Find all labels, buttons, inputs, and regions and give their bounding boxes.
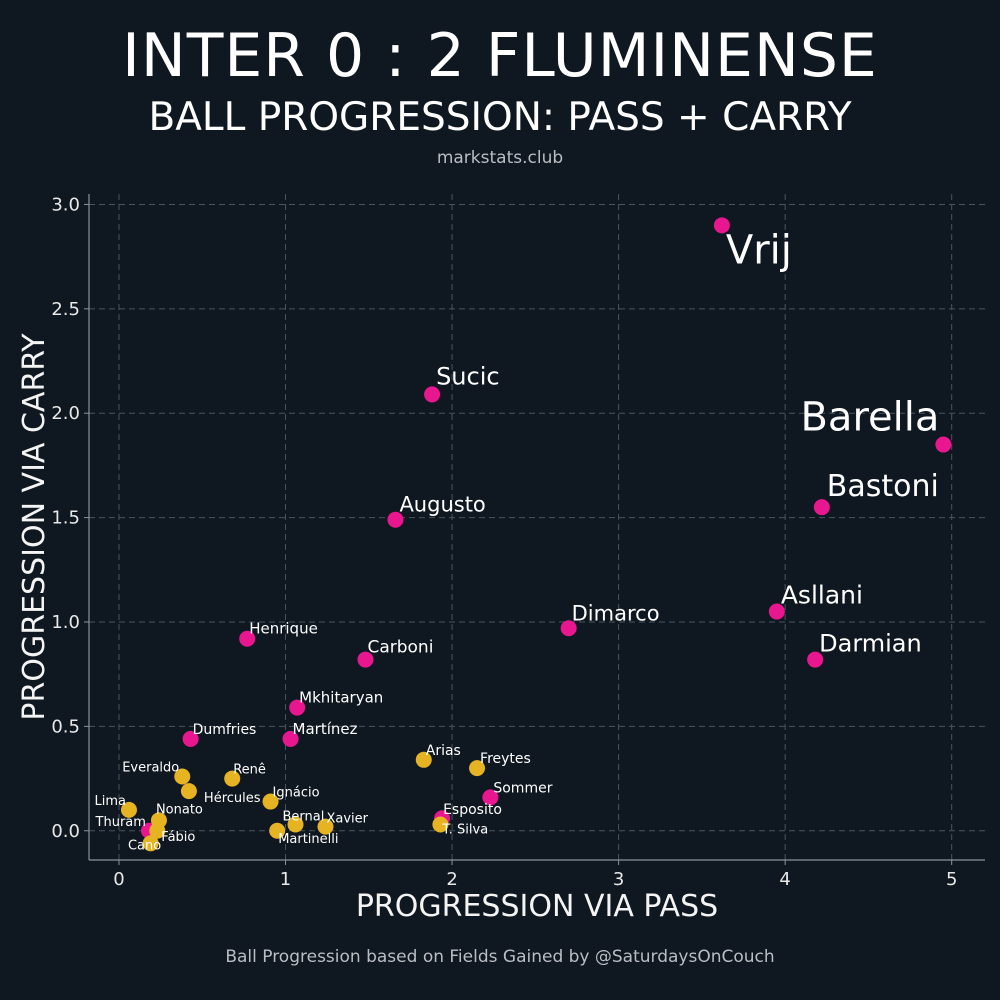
point-label-t-silva: T. Silva <box>441 823 488 838</box>
y-tick-label: 1.0 <box>51 612 80 633</box>
grid-lines <box>89 194 985 860</box>
tick-labels: 0 1 2 3 4 5 0.0 0.5 1.0 1.5 2.0 2.5 3.0 <box>51 194 957 890</box>
x-tick-label: 5 <box>946 869 957 890</box>
point-label-fabio: Fábio <box>161 830 195 845</box>
x-tick-label: 1 <box>280 869 291 890</box>
x-tick-label: 3 <box>613 869 624 890</box>
point-inter-sucic <box>424 386 441 403</box>
footer-caption: Ball Progression based on Fields Gained … <box>225 947 775 967</box>
point-label-bastoni: Bastoni <box>827 469 939 504</box>
point-fluminense-t-silva <box>432 816 449 833</box>
x-axis-title: PROGRESSION VIA PASS <box>356 889 718 924</box>
point-label-augusto: Augusto <box>399 493 485 517</box>
axes <box>84 194 985 865</box>
point-label-barella: Barella <box>800 395 939 441</box>
point-fluminense-ignacio <box>262 793 279 810</box>
point-label-arias: Arias <box>426 743 461 759</box>
point-label-henrique: Henrique <box>249 620 318 638</box>
point-inter-augusto <box>387 511 404 528</box>
point-fluminense-rene <box>224 770 241 787</box>
point-inter-henrique <box>239 630 256 647</box>
point-label-xavier: Xavier <box>326 812 368 827</box>
point-label-carboni: Carboni <box>367 638 433 658</box>
point-fluminense-freytes <box>469 760 486 777</box>
point-label-everaldo: Everaldo <box>122 760 179 775</box>
point-label-hercules: Hércules <box>204 791 261 806</box>
y-tick-label: 2.0 <box>51 403 80 424</box>
point-inter-martinez <box>282 730 299 747</box>
point-label-thuram: Thuram <box>95 815 146 830</box>
y-tick-label: 1.5 <box>51 508 80 529</box>
point-label-sommer: Sommer <box>493 780 552 796</box>
point-inter-dumfries <box>182 730 199 747</box>
point-label-ignacio: Ignácio <box>273 786 320 801</box>
y-tick-label: 0.5 <box>51 716 80 737</box>
point-inter-dimarco <box>560 620 577 637</box>
point-fluminense-lima <box>120 801 137 818</box>
y-tick-label: 3.0 <box>51 194 80 215</box>
site-credit: markstats.club <box>436 148 564 168</box>
point-inter-carboni <box>357 651 374 668</box>
point-fluminense-arias <box>415 751 432 768</box>
y-axis-title: PROGRESSION VIA CARRY <box>17 333 52 721</box>
point-label-esposito: Esposito <box>443 802 502 818</box>
point-fluminense-cano <box>142 835 159 852</box>
x-tick-label: 0 <box>113 869 124 890</box>
y-tick-label: 2.5 <box>51 299 80 320</box>
y-tick-label: 0.0 <box>51 821 80 842</box>
point-inter-bastoni <box>813 499 830 516</box>
chart-title: INTER 0 : 2 FLUMINENSE <box>122 21 878 91</box>
chart-subtitle: BALL PROGRESSION: PASS + CARRY <box>148 95 852 140</box>
x-tick-label: 4 <box>779 869 790 890</box>
point-label-mkhitaryan: Mkhitaryan <box>299 689 383 707</box>
x-tick-label: 2 <box>446 869 457 890</box>
point-label-cano: Cano <box>128 838 161 853</box>
point-fluminense-hercules <box>180 783 197 800</box>
point-label-nonato: Nonato <box>156 802 203 817</box>
point-label-sucic: Sucic <box>436 362 500 390</box>
point-fluminense-martinelli <box>269 822 286 839</box>
point-label-martinelli: Martinelli <box>278 832 338 847</box>
point-inter-barella <box>935 436 952 453</box>
point-label-dimarco: Dimarco <box>572 601 660 625</box>
point-label-darmian: Darmian <box>819 630 922 658</box>
point-label-vrij: Vrij <box>726 227 792 273</box>
point-inter-mkhitaryan <box>289 699 306 716</box>
point-inter-vrij <box>713 217 730 234</box>
point-inter-asllani <box>768 603 785 620</box>
point-label-dumfries: Dumfries <box>193 722 257 738</box>
data-points <box>120 217 952 852</box>
point-fluminense-xavier <box>317 818 334 835</box>
point-label-bernal: Bernal <box>283 810 325 825</box>
point-inter-darmian <box>807 651 824 668</box>
point-inter-sommer <box>482 789 499 806</box>
point-labels: Vrij Barella Sucic Bastoni Augusto Asllani Dim… <box>94 227 939 853</box>
point-fluminense-everaldo <box>174 768 191 785</box>
point-label-rene: Renê <box>233 763 266 778</box>
point-label-lima: Lima <box>94 794 125 809</box>
point-label-martinez: Martínez <box>293 720 358 738</box>
point-label-asllani: Asllani <box>781 581 863 610</box>
point-fluminense-bernal <box>287 816 304 833</box>
point-fluminense-fabio <box>149 822 166 839</box>
point-label-freytes: Freytes <box>480 751 531 767</box>
